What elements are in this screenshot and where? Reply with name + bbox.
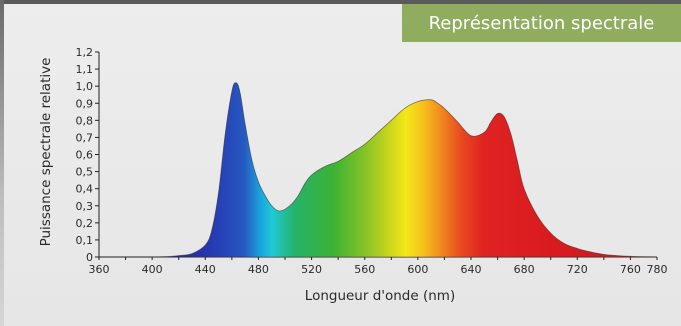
x-tick-label: 400 (142, 263, 163, 276)
y-tick-label: 0,5 (76, 166, 94, 179)
chart-title-banner: Représentation spectrale (402, 4, 681, 42)
y-tick-label: 0,7 (76, 131, 94, 144)
x-tick-label: 440 (195, 263, 216, 276)
x-tick-label: 520 (301, 263, 322, 276)
y-tick-label: 1,1 (76, 63, 94, 76)
x-tick-label: 760 (620, 263, 641, 276)
y-tick-label: 0,4 (76, 183, 94, 196)
y-tick-label: 0,1 (76, 234, 94, 247)
y-tick-label: 1,2 (76, 46, 94, 59)
y-tick-label: 1,0 (76, 80, 94, 93)
y-tick-label: 0,6 (76, 149, 94, 162)
y-tick-label: 0 (86, 251, 93, 264)
y-tick-label: 0,2 (76, 217, 94, 230)
y-axis-label: Puissance spectrale relative (38, 58, 54, 247)
spectrum-marks (152, 82, 658, 258)
x-axis-label: Longueur d'onde (nm) (305, 288, 455, 304)
spectrum-area (152, 82, 658, 258)
x-tick-label: 780 (647, 263, 668, 276)
x-tick-label: 360 (89, 263, 110, 276)
top-edge-strip (0, 0, 681, 4)
x-tick-label: 480 (248, 263, 269, 276)
x-tick-label: 600 (407, 263, 428, 276)
x-tick-label: 560 (354, 263, 375, 276)
x-tick-label: 720 (567, 263, 588, 276)
tick-labels: 0 0,1 0,2 0,3 0,4 0,5 0,6 0,7 0,8 0,9 1,0 1,1 1,2 360… (76, 46, 668, 276)
x-tick-label: 680 (514, 263, 535, 276)
y-tick-label: 0,9 (76, 97, 94, 110)
y-tick-label: 0,3 (76, 200, 94, 213)
left-edge-strip (0, 0, 4, 326)
x-tick-label: 640 (461, 263, 482, 276)
y-tick-label: 0,8 (76, 114, 94, 127)
